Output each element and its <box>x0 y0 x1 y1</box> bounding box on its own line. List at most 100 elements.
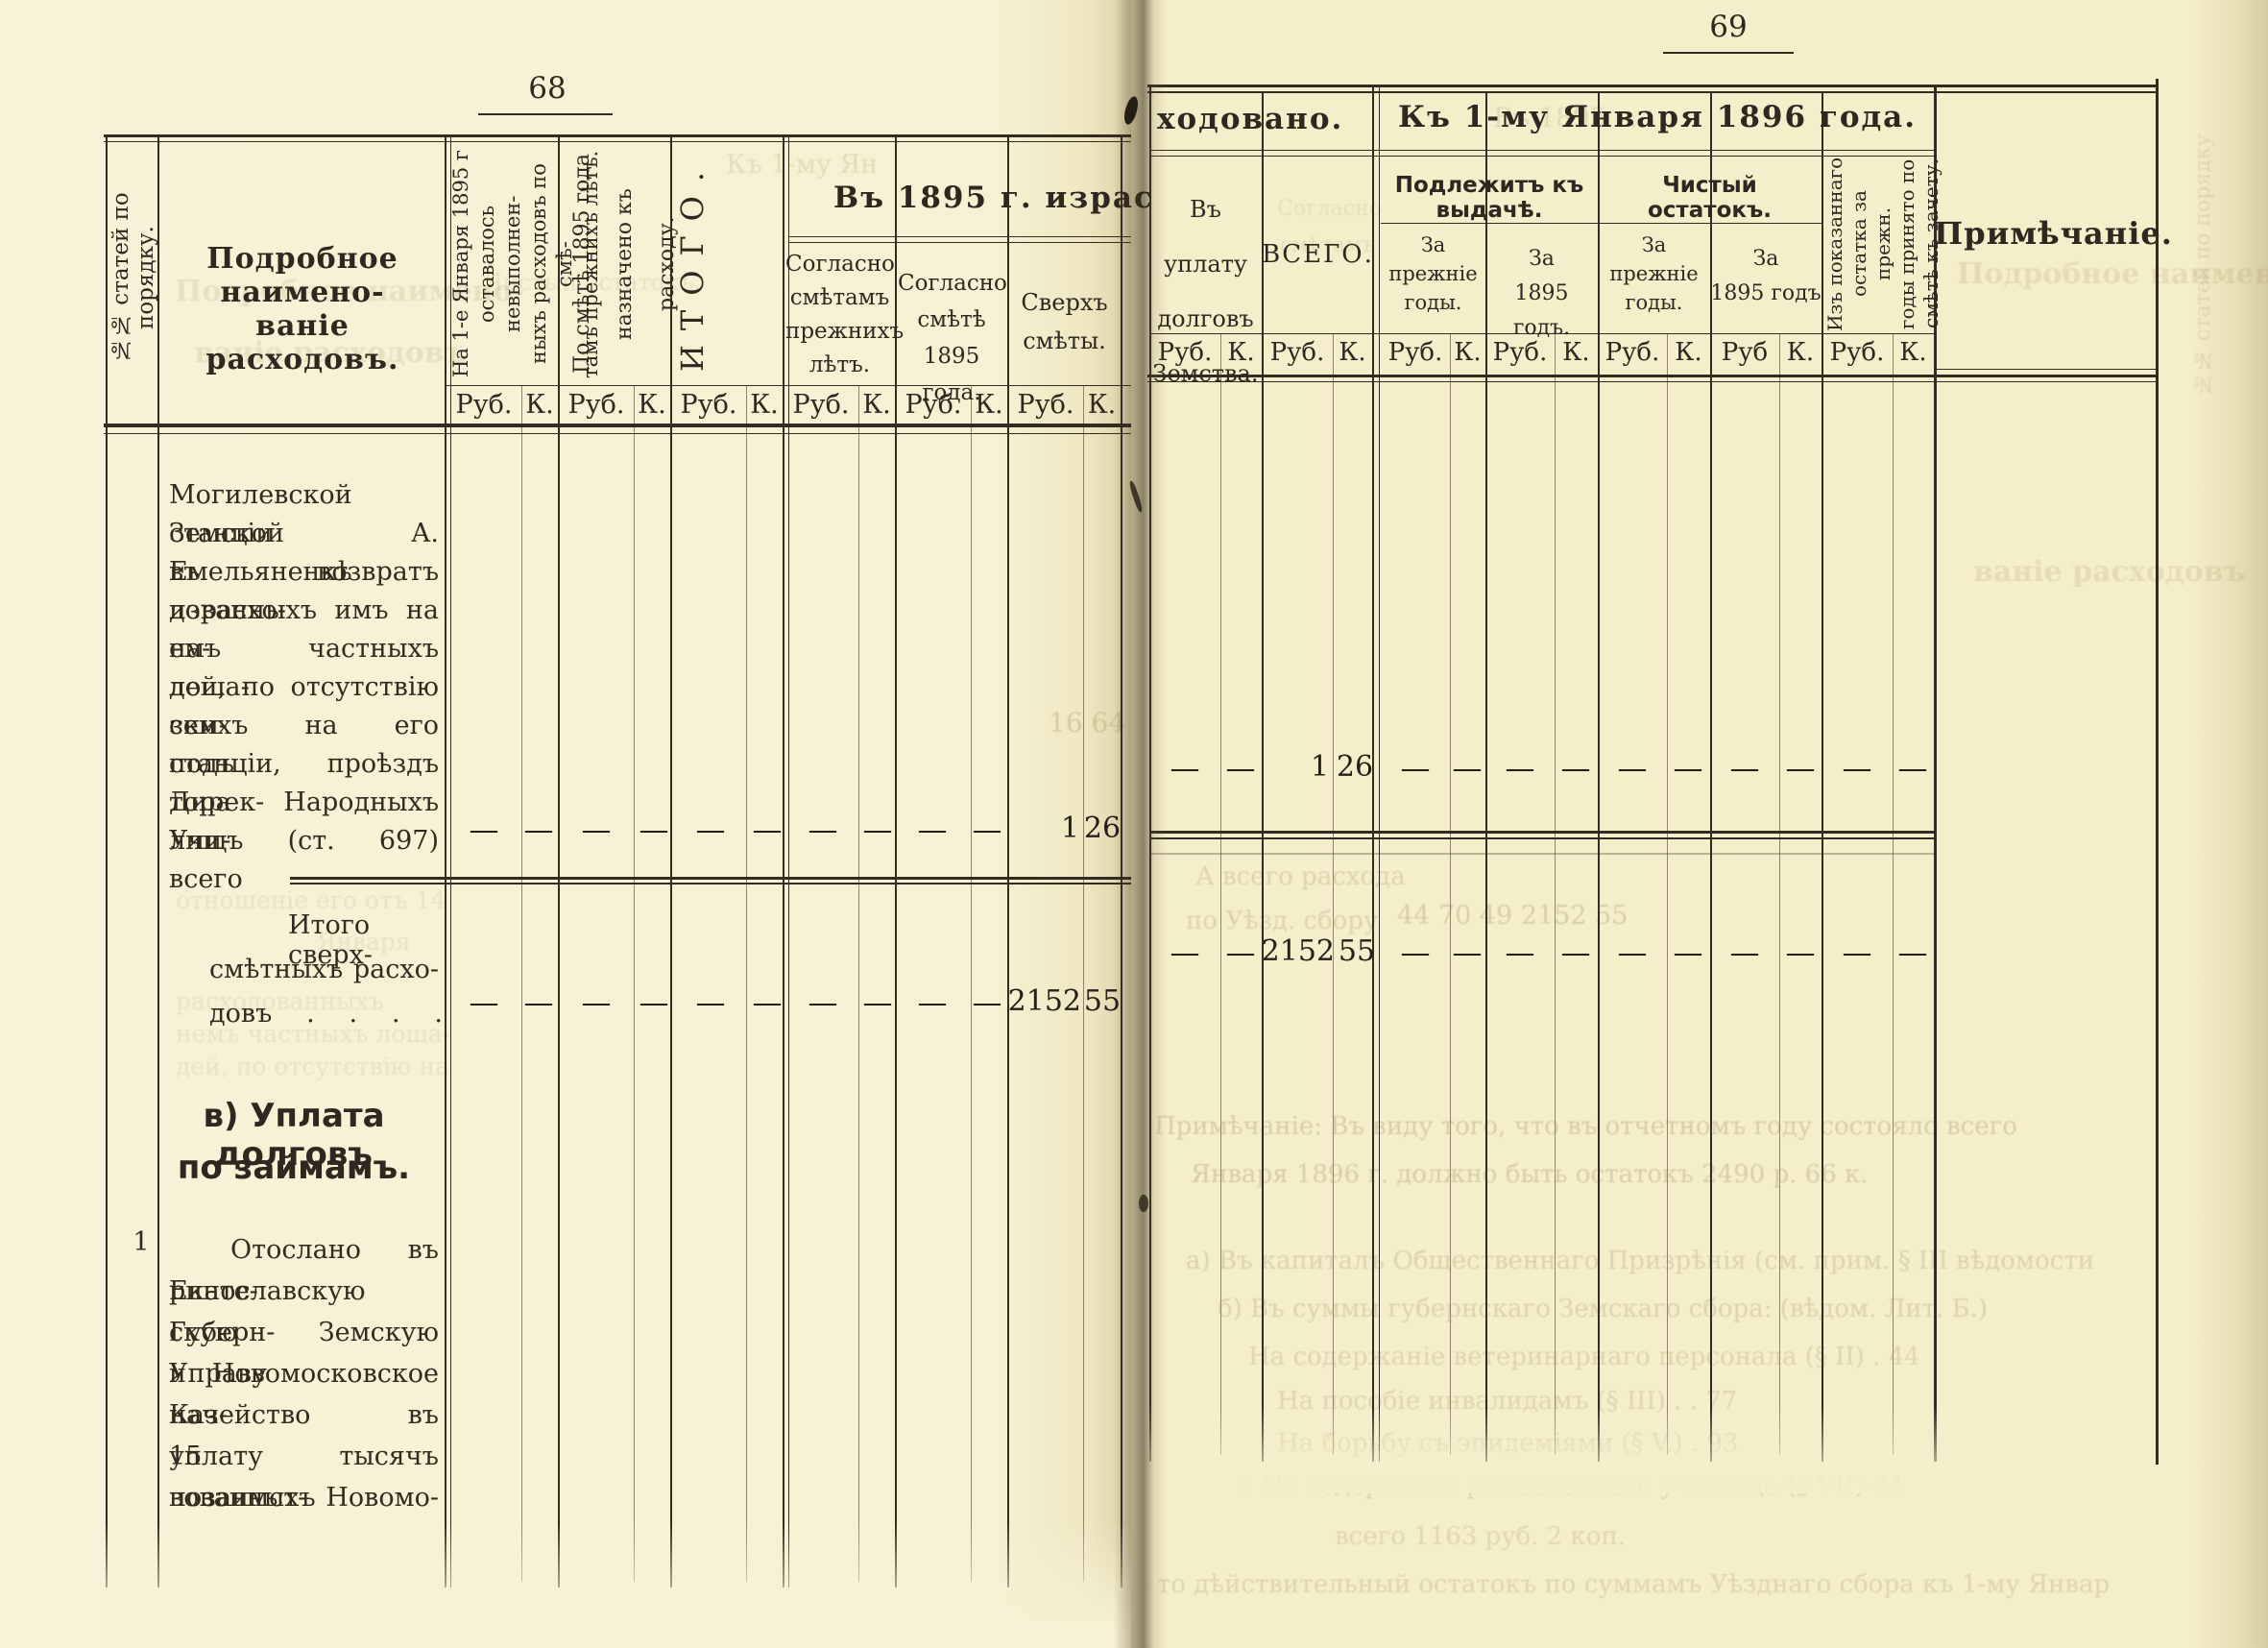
dash-cell: — <box>1617 751 1648 786</box>
grid-line <box>858 385 859 1582</box>
rub-label: Руб. <box>1269 338 1325 367</box>
section-heading: по займамъ. <box>177 1149 411 1187</box>
bleedthrough-text: дей, по отсутствію на <box>176 1053 450 1080</box>
sum-rule-ghost <box>1149 853 1934 855</box>
dash-cell: — <box>1673 751 1703 786</box>
grid-line <box>788 137 789 1587</box>
grid-line <box>445 385 1131 386</box>
grid-line <box>1149 333 1934 334</box>
dash-cell: — <box>1842 935 1872 970</box>
bleedthrough-text: Согласно <box>1277 197 1382 221</box>
kop-label: К. <box>1899 338 1927 367</box>
amount-kop: 26 <box>1083 812 1122 845</box>
rub-label: Руб. <box>1492 338 1548 367</box>
dash-cell: — <box>862 985 893 1020</box>
dash-cell: — <box>1400 751 1431 786</box>
subtotal-text: довъ . . . . <box>209 999 443 1029</box>
dash-cell: — <box>523 985 554 1020</box>
dash-cell: — <box>972 812 1002 847</box>
dash-cell: — <box>469 812 499 847</box>
right-page-paper <box>1131 0 2268 1648</box>
column-header-due-prev: За прежніе годы. <box>1388 233 1478 314</box>
dash-cell: — <box>1842 751 1872 786</box>
kop-label: К. <box>1339 338 1366 367</box>
grid-line <box>157 137 159 1587</box>
kop-label: К. <box>1454 338 1482 367</box>
article-number: 1 <box>133 1227 150 1257</box>
rub-label: Руб. <box>905 390 962 420</box>
column-header-over-estimate: Сверхъ смѣты. <box>1021 289 1108 354</box>
column-header-per-prev-estimates: Согласно смѣтамъ прежнихъ лѣтъ. <box>785 252 905 377</box>
grid-line <box>104 134 1131 137</box>
bleedthrough-text: расходованныхъ <box>176 987 384 1015</box>
subtotal-text: смѣтныхъ расхо- <box>209 955 439 984</box>
rub-label: Руб. <box>1387 338 1443 367</box>
dash-cell: — <box>1785 935 1816 970</box>
dash-cell: — <box>1505 935 1535 970</box>
dash-cell: — <box>1785 751 1816 786</box>
bleedthrough-text: по Уѣзд. сбору <box>1186 907 1379 935</box>
column-header-pay-debts: Въ уплату долговъ Земства. <box>1152 196 1259 387</box>
grid-line <box>1147 381 2158 382</box>
grid-line <box>104 141 1131 142</box>
grid-line <box>558 137 560 1587</box>
kop-label: К. <box>638 390 666 420</box>
grid-line <box>445 137 446 1587</box>
column-header-net-1895: За 1895 годъ <box>1710 247 1822 305</box>
bleedthrough-text: то дѣйствительный остатокъ по суммамъ Уѣ… <box>1157 1570 2111 1599</box>
dash-cell: — <box>1452 751 1483 786</box>
amount-kop: 26 <box>1336 750 1374 784</box>
dash-cell: — <box>1673 935 1703 970</box>
section-heading: в) Уплата долговъ <box>203 1097 385 1174</box>
bleedthrough-text: Подробное наимено <box>1957 257 2268 291</box>
rub-label: Руб <box>1721 338 1769 367</box>
bleedthrough-text: немъ частныхъ лоша- <box>176 1020 451 1048</box>
grid-line <box>1598 91 1600 1462</box>
group-header-due: Подлежитъ къ выдачѣ. <box>1394 173 1584 223</box>
grid-line <box>670 137 672 1587</box>
kop-label: К. <box>525 390 554 420</box>
dash-cell: — <box>1897 935 1928 970</box>
grid-line <box>1372 85 1374 1462</box>
dash-cell: — <box>639 812 669 847</box>
dash-cell: — <box>862 812 893 847</box>
grid-line <box>788 236 1131 237</box>
grid-line <box>783 137 784 1587</box>
column-header-net-prev: За прежніе годы. <box>1609 233 1699 314</box>
bleedthrough-text: На борьбу съ эпидеміями (§ V.) . 93 <box>1277 1429 1739 1458</box>
dash-cell: — <box>808 985 838 1020</box>
grid-line <box>1381 223 1822 224</box>
kop-label: К. <box>750 390 779 420</box>
dash-cell: — <box>581 812 612 847</box>
grid-line <box>106 137 108 1587</box>
kop-label: К. <box>1786 338 1815 367</box>
amount-rub: 1 <box>1310 750 1329 784</box>
expense-entry-text: Отослано въ Екате- ринославскую Губерн- … <box>169 1235 439 1513</box>
rub-label: Руб. <box>1157 338 1213 367</box>
dash-cell: — <box>695 985 726 1020</box>
grid-line <box>521 385 522 1582</box>
grid-line <box>1555 333 1556 1455</box>
dash-cell: — <box>523 812 554 847</box>
bleedthrough-text: А всего расхода <box>1195 862 1406 891</box>
rub-label: Руб. <box>1604 338 1660 367</box>
grid-line <box>1147 91 2158 93</box>
column-header-note: Примѣчаніе. <box>1934 215 2173 252</box>
sum-rule <box>1149 831 1934 834</box>
column-header-article-no: №№ статей по порядку. <box>109 192 158 363</box>
grid-line <box>1262 91 1264 1462</box>
column-header-total: ИТОГО. <box>674 157 711 372</box>
bleedthrough-text: ваніе расходовъ <box>194 336 467 370</box>
column-header-balance-prev-years: На 1-е Января 1895 г оставалось невыполн… <box>449 150 602 378</box>
dash-cell: — <box>581 985 612 1020</box>
rub-label: Руб. <box>567 390 625 420</box>
page-number-rule <box>1663 52 1794 54</box>
group-header-jan-1896: Къ 1-му Января 1896 года. <box>1397 100 1918 134</box>
grid-line <box>1333 333 1334 1455</box>
grid-line <box>1083 385 1084 1582</box>
grid-line <box>788 242 1131 243</box>
rub-label: Руб. <box>792 390 850 420</box>
grid-line <box>1667 333 1668 1455</box>
grid-line <box>1147 85 2158 87</box>
